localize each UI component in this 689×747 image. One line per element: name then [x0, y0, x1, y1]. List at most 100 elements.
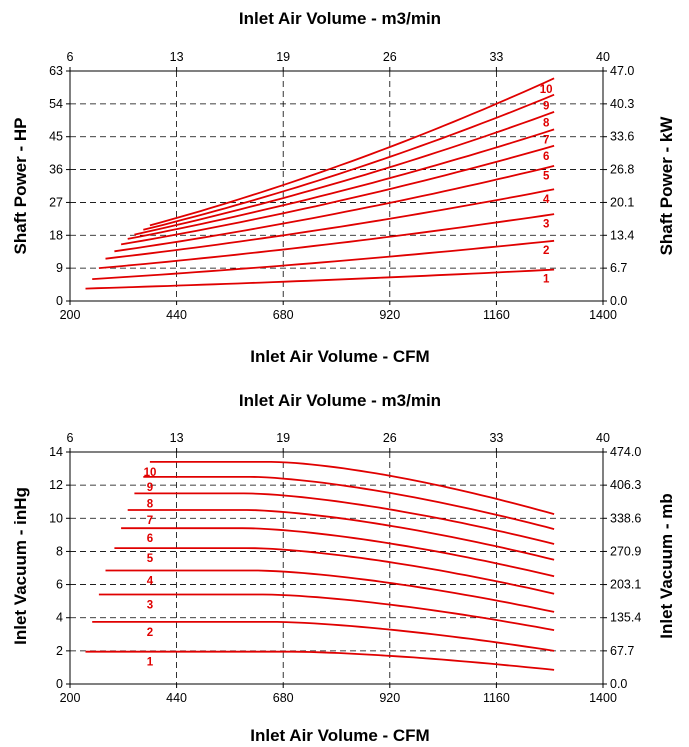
- curve-label-8: 8: [543, 117, 550, 129]
- top-chart-x-axis-title: Inlet Air Volume - CFM: [250, 347, 429, 366]
- x-tick-label: 680: [273, 691, 294, 705]
- curve-4: [105, 569, 555, 613]
- y-tick-label: 45: [49, 130, 63, 144]
- bottom-chart-plot-frame: [69, 451, 604, 685]
- bottom-chart-x-axis-title: Inlet Air Volume - CFM: [250, 726, 429, 745]
- curve-6: [120, 144, 555, 246]
- curve-8: [134, 492, 555, 545]
- y-tick-label: 6: [56, 578, 63, 592]
- curve-2: [92, 621, 555, 652]
- curve-7: [127, 509, 555, 561]
- curve-8: [134, 111, 555, 236]
- curve-label-9: 9: [147, 482, 153, 494]
- y-right-tick-label: 338.6: [610, 511, 641, 525]
- curve-label-7: 7: [543, 135, 549, 147]
- curve-label-1: 1: [543, 274, 550, 286]
- curve-5: [114, 165, 555, 253]
- inlet-vacuum-chart: Inlet Air Volume - m3/min Inlet Air Volu…: [11, 391, 676, 745]
- curve-label-4: 4: [543, 194, 550, 206]
- x-top-tick-label: 13: [170, 50, 184, 64]
- y-right-tick-label: 474.0: [610, 445, 641, 459]
- x-tick-label: 200: [60, 691, 81, 705]
- curve-10: [149, 77, 555, 227]
- y-right-tick-label: 0.0: [610, 294, 627, 308]
- curve-label-9: 9: [543, 100, 549, 112]
- curve-label-6: 6: [543, 151, 549, 163]
- x-tick-label: 1400: [589, 691, 617, 705]
- bottom-chart-top-axis-title: Inlet Air Volume - m3/min: [239, 391, 441, 410]
- bottom-chart-right-axis-title: Inlet Vacuum - mb: [657, 493, 676, 638]
- x-tick-label: 1160: [483, 308, 510, 322]
- x-tick-label: 1160: [483, 691, 510, 705]
- x-tick-label: 920: [379, 308, 400, 322]
- curve-10: [149, 461, 555, 515]
- curve-label-1: 1: [147, 657, 154, 669]
- curve-label-5: 5: [543, 171, 550, 183]
- top-chart-y-axis-title: Shaft Power - HP: [11, 118, 30, 255]
- y-tick-label: 2: [56, 644, 63, 658]
- y-right-tick-label: 406.3: [610, 478, 641, 492]
- y-tick-label: 9: [56, 261, 63, 275]
- x-top-tick-label: 13: [170, 431, 184, 445]
- y-tick-label: 8: [56, 544, 63, 558]
- x-top-tick-label: 6: [67, 50, 74, 64]
- curve-4: [105, 188, 555, 260]
- y-right-tick-label: 47.0: [610, 64, 634, 78]
- x-top-tick-label: 6: [67, 431, 74, 445]
- y-right-tick-label: 13.4: [610, 228, 634, 242]
- curve-5: [114, 547, 555, 595]
- curve-label-7: 7: [147, 515, 153, 527]
- curve-1: [85, 650, 555, 671]
- y-tick-label: 54: [49, 97, 63, 111]
- x-tick-label: 680: [273, 308, 294, 322]
- y-tick-label: 0: [56, 294, 63, 308]
- x-tick-label: 440: [166, 691, 187, 705]
- x-tick-label: 440: [166, 308, 187, 322]
- y-right-tick-label: 6.7: [610, 261, 627, 275]
- curve-2: [92, 239, 555, 280]
- top-chart-right-axis-title: Shaft Power - kW: [657, 116, 676, 256]
- y-right-tick-label: 33.6: [610, 130, 634, 144]
- x-top-tick-label: 26: [383, 431, 397, 445]
- curve-label-6: 6: [147, 533, 153, 545]
- x-top-tick-label: 33: [489, 431, 503, 445]
- y-tick-label: 14: [49, 445, 63, 459]
- y-tick-label: 18: [49, 228, 63, 242]
- curve-3: [98, 593, 555, 631]
- curve-9: [143, 93, 555, 231]
- y-right-tick-label: 20.1: [610, 195, 634, 209]
- curve-label-10: 10: [144, 467, 157, 479]
- y-tick-label: 63: [49, 64, 63, 78]
- x-top-tick-label: 33: [489, 50, 503, 64]
- shaft-power-chart: Inlet Air Volume - m3/min Inlet Air Volu…: [11, 9, 676, 366]
- y-tick-label: 0: [56, 677, 63, 691]
- x-top-tick-label: 19: [276, 50, 290, 64]
- bottom-chart-y-axis-title: Inlet Vacuum - inHg: [11, 487, 30, 645]
- curve-label-2: 2: [543, 245, 549, 257]
- curve-label-2: 2: [147, 627, 153, 639]
- y-tick-label: 27: [49, 195, 63, 209]
- x-top-tick-label: 40: [596, 50, 610, 64]
- curve-3: [98, 213, 555, 269]
- y-right-tick-label: 26.8: [610, 163, 634, 177]
- curve-label-10: 10: [540, 84, 553, 96]
- curve-label-8: 8: [147, 498, 154, 510]
- x-top-tick-label: 19: [276, 431, 290, 445]
- x-tick-label: 200: [60, 308, 81, 322]
- x-top-tick-label: 40: [596, 431, 610, 445]
- curve-7: [127, 128, 555, 240]
- y-tick-label: 10: [49, 511, 63, 525]
- x-tick-label: 920: [379, 691, 400, 705]
- curve-9: [143, 476, 555, 530]
- curve-label-4: 4: [147, 575, 154, 587]
- y-tick-label: 4: [56, 611, 63, 625]
- curve-label-3: 3: [543, 219, 549, 231]
- y-tick-label: 12: [49, 478, 63, 492]
- curve-label-5: 5: [147, 553, 154, 565]
- x-tick-label: 1400: [589, 308, 617, 322]
- top-chart-plot-frame: [69, 70, 604, 302]
- y-right-tick-label: 270.9: [610, 544, 641, 558]
- x-top-tick-label: 26: [383, 50, 397, 64]
- curve-6: [121, 527, 555, 578]
